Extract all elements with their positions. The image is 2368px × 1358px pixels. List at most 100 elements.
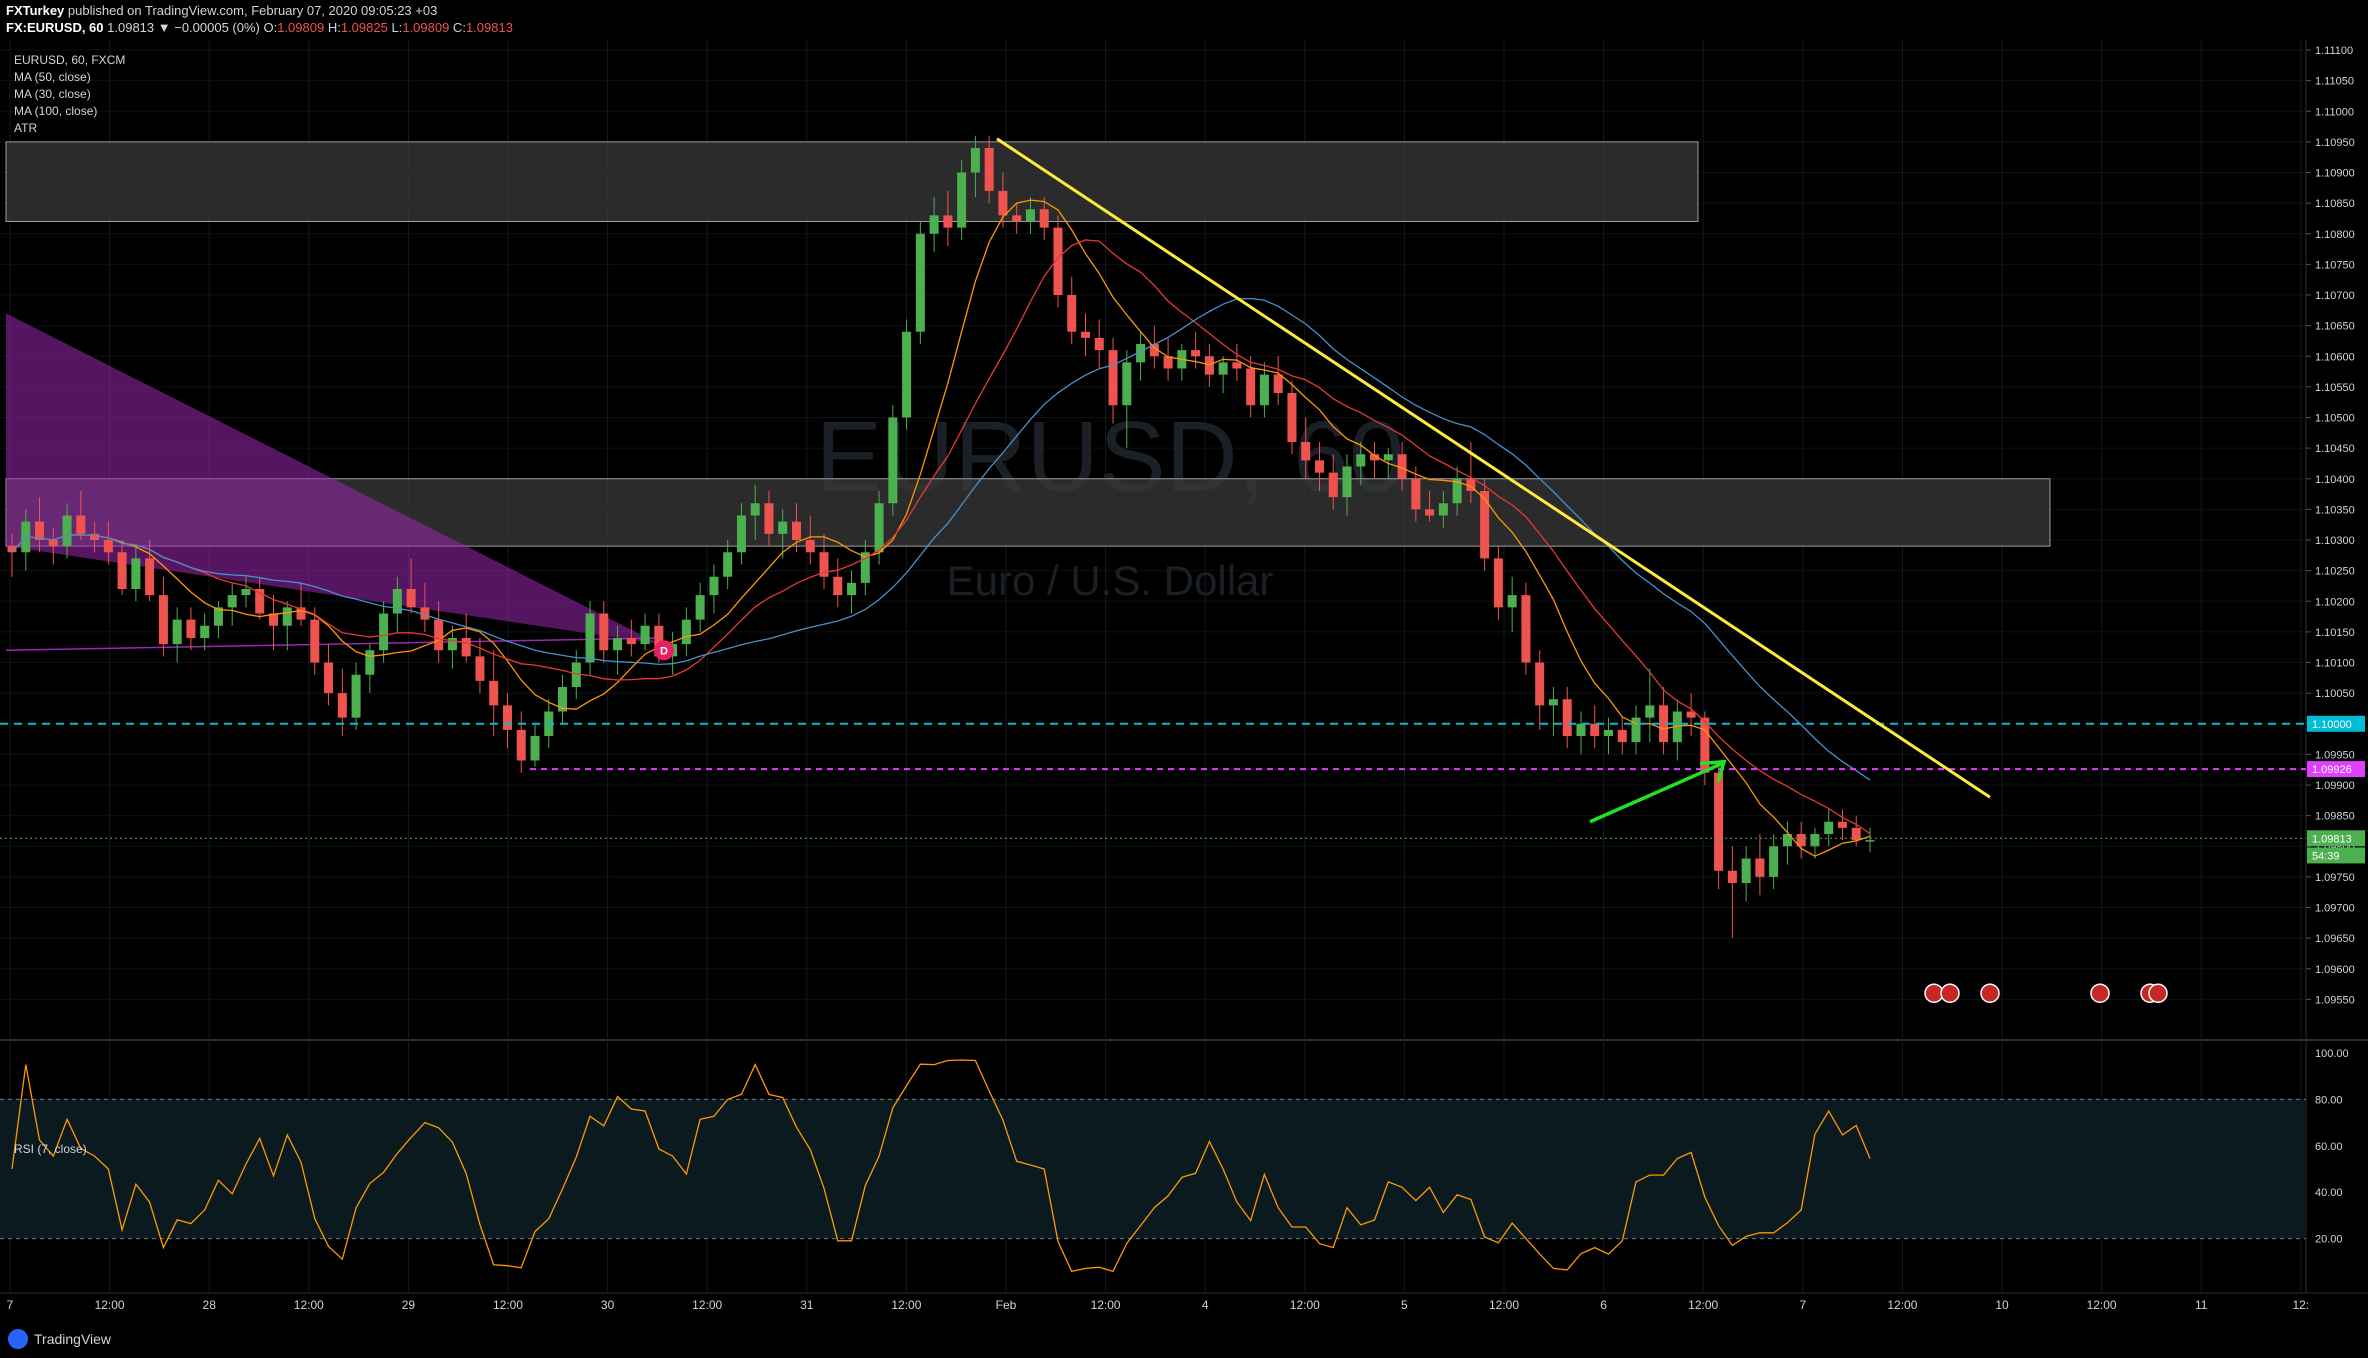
price-tick-label: 1.10800 bbox=[2315, 229, 2355, 241]
candle-body bbox=[35, 521, 45, 540]
pattern-wedge bbox=[6, 313, 660, 645]
publish-info: published on TradingView.com, February 0… bbox=[64, 3, 438, 18]
candle-body bbox=[874, 503, 884, 553]
candle-body bbox=[48, 540, 58, 547]
candle-body bbox=[1631, 717, 1641, 743]
price-tick-label: 1.11000 bbox=[2315, 106, 2354, 118]
candle-body bbox=[915, 233, 925, 332]
candle-body bbox=[1425, 509, 1435, 516]
price-change: 1.09813 ▼ −0.00005 (0%) bbox=[103, 20, 264, 35]
rsi-legend[interactable]: RSI (7, close) bbox=[14, 1142, 87, 1156]
candle-body bbox=[709, 576, 719, 596]
candle-body bbox=[1328, 472, 1338, 498]
legend-atr[interactable]: ATR bbox=[14, 121, 38, 135]
candle-body bbox=[296, 607, 306, 620]
economic-event-flag-icon bbox=[1940, 983, 1960, 1003]
candle-body bbox=[764, 503, 774, 534]
sr-zone bbox=[5, 141, 1699, 222]
time-tick-label: 12:00 bbox=[1887, 1298, 1917, 1312]
candle-body bbox=[1672, 711, 1682, 743]
candle-body bbox=[943, 215, 953, 228]
candle-body bbox=[1590, 723, 1600, 736]
candle-body bbox=[489, 680, 499, 706]
candle-body bbox=[379, 613, 389, 651]
candle-body bbox=[365, 650, 375, 675]
candle-body bbox=[1521, 595, 1531, 663]
price-tick-label: 1.10700 bbox=[2315, 290, 2355, 302]
candle-body bbox=[1218, 362, 1228, 375]
price-tick-label: 1.10100 bbox=[2315, 658, 2355, 670]
candle-body bbox=[7, 546, 17, 553]
candle-body bbox=[406, 589, 416, 608]
candle-body bbox=[1837, 821, 1847, 828]
time-tick-label: 29 bbox=[402, 1298, 416, 1312]
rsi-tick-label: 20.00 bbox=[2315, 1234, 2343, 1246]
watermark-subtitle: Euro / U.S. Dollar bbox=[947, 557, 1274, 604]
rsi-tick-label: 80.00 bbox=[2315, 1094, 2343, 1106]
candle-body bbox=[1108, 350, 1118, 406]
price-tick-label: 1.10200 bbox=[2315, 596, 2355, 608]
publisher-name[interactable]: FXTurkey bbox=[6, 3, 65, 18]
time-tick-label: 6 bbox=[1600, 1298, 1607, 1312]
candle-body bbox=[681, 619, 691, 645]
time-tick-label: 12:00 bbox=[1489, 1298, 1519, 1312]
price-label-text: 1.09926 bbox=[2312, 764, 2352, 776]
candle-body bbox=[640, 625, 650, 645]
tradingview-logo-icon[interactable] bbox=[8, 1329, 28, 1349]
time-tick-label: 12:00 bbox=[1688, 1298, 1718, 1312]
candle-body bbox=[1191, 350, 1201, 357]
candle-body bbox=[1466, 478, 1476, 491]
legend-ma100[interactable]: MA (100, close) bbox=[14, 104, 98, 118]
rsi-tick-label: 60.00 bbox=[2315, 1141, 2343, 1153]
time-tick-label: 12:00 bbox=[95, 1298, 125, 1312]
candle-body bbox=[778, 521, 788, 534]
candle-body bbox=[1383, 454, 1393, 461]
candle-body bbox=[1604, 729, 1614, 736]
candle-body bbox=[888, 417, 898, 504]
legend-ma30[interactable]: MA (30, close) bbox=[14, 87, 91, 101]
price-tick-label: 1.09750 bbox=[2315, 872, 2355, 884]
price-label-text: 1.10000 bbox=[2312, 719, 2352, 731]
legend-symbol[interactable]: EURUSD, 60, FXCM bbox=[14, 53, 126, 67]
candle-body bbox=[1796, 834, 1806, 847]
candle-body bbox=[1480, 491, 1490, 559]
rsi-tick-label: 40.00 bbox=[2315, 1187, 2343, 1199]
price-label-tag bbox=[2307, 761, 2365, 778]
price-tick-label: 1.10900 bbox=[2315, 168, 2355, 180]
ma-30-line bbox=[11, 199, 1871, 857]
candle-body bbox=[695, 595, 705, 620]
candle-body bbox=[1232, 362, 1242, 369]
open-label: O: bbox=[263, 20, 278, 35]
brand-text[interactable]: TradingView bbox=[34, 1331, 112, 1347]
ohlc-line: FX:EURUSD, 60 1.09813 ▼ −0.00005 (0%) O:… bbox=[6, 20, 513, 35]
price-chart[interactable]: 7 12:00 28 12:00 29 12:00 30 12:00 31 12:00 Feb 12:… bbox=[0, 40, 2368, 1322]
price-tick-label: 1.10550 bbox=[2315, 382, 2355, 394]
time-tick-label: 10 bbox=[1995, 1298, 2009, 1312]
candle-body bbox=[1122, 362, 1132, 406]
price-label-text: 54:39 bbox=[2312, 850, 2340, 862]
candle-body bbox=[502, 705, 512, 730]
indicator-legend: EURUSD, 60, FXCM MA (50, close) MA (30, … bbox=[14, 52, 125, 137]
candle-body bbox=[1576, 723, 1586, 736]
candle-body bbox=[62, 515, 72, 547]
price-tick-label: 1.09600 bbox=[2315, 964, 2355, 976]
candle-body bbox=[1438, 503, 1448, 516]
economic-event-flag-icon bbox=[2090, 983, 2110, 1003]
event-marker-label: D bbox=[660, 645, 668, 657]
candle-body bbox=[103, 540, 113, 553]
rsi-tick-label: 100.00 bbox=[2315, 1048, 2349, 1060]
candle-body bbox=[1025, 209, 1035, 222]
candle-body bbox=[599, 613, 609, 651]
candle-body bbox=[1163, 356, 1173, 369]
time-tick-label: 12:00 bbox=[1091, 1298, 1121, 1312]
candle-body bbox=[585, 613, 595, 663]
low-label: L: bbox=[387, 20, 403, 35]
price-tick-label: 1.10350 bbox=[2315, 504, 2355, 516]
candle-body bbox=[654, 625, 664, 657]
legend-ma50[interactable]: MA (50, close) bbox=[14, 70, 91, 84]
candle-body bbox=[310, 619, 320, 663]
time-tick-label: 7 bbox=[1799, 1298, 1806, 1312]
candle-body bbox=[1314, 460, 1324, 473]
candle-body bbox=[172, 619, 182, 645]
footer-bar: TradingView bbox=[0, 1322, 2368, 1358]
